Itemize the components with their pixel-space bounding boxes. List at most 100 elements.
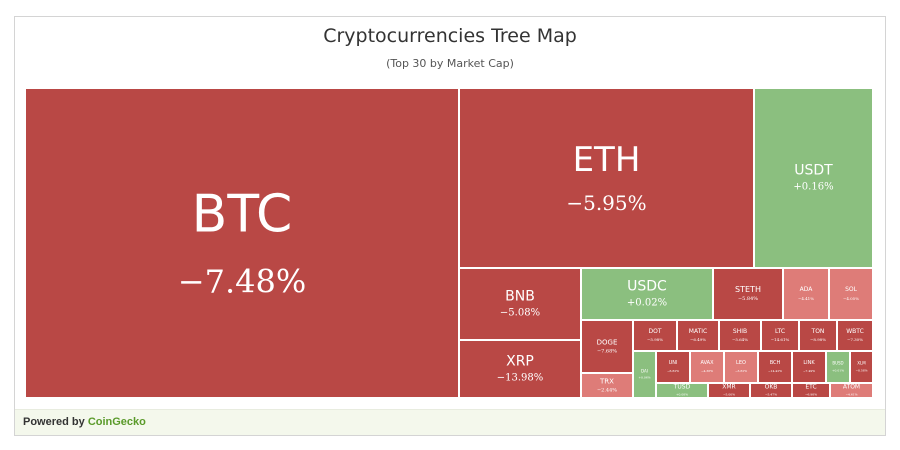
footer: Powered by CoinGecko: [15, 409, 885, 435]
tile-label: BUSD +0.01%: [827, 361, 849, 372]
tile-label: LTC −14.61%: [762, 327, 798, 343]
tile-etc[interactable]: ETC −6.98%: [792, 383, 830, 398]
tile-symbol: BNB: [505, 288, 535, 305]
tile-ton[interactable]: TON −8.98%: [799, 320, 837, 351]
tile-ltc[interactable]: LTC −14.61%: [761, 320, 799, 351]
tile-label: TON −8.98%: [800, 327, 836, 343]
tile-symbol: USDT: [794, 162, 833, 179]
tile-change: −4.36%: [700, 368, 714, 373]
tile-label: XMR −5.00%: [709, 384, 749, 397]
tile-change: −4.61%: [845, 392, 858, 397]
tile-symbol: LINK: [803, 359, 815, 366]
tile-steth[interactable]: STETH −5.84%: [713, 268, 783, 320]
tile-change: −4.41%: [797, 295, 815, 301]
tile-symbol: BTC: [191, 184, 293, 245]
tile-change: +0.08%: [675, 392, 689, 397]
tile-trx[interactable]: TRX −2.44%: [581, 373, 633, 398]
tile-dot[interactable]: DOT −5.98%: [633, 320, 677, 351]
tile-label: BCH −14.42%: [759, 359, 791, 373]
tile-label: ETH −5.95%: [460, 140, 753, 216]
powered-by-label: Powered by: [23, 416, 85, 428]
tile-matic[interactable]: MATIC −6.49%: [677, 320, 719, 351]
tile-xmr[interactable]: XMR −5.00%: [708, 383, 750, 398]
tile-symbol: MATIC: [688, 327, 708, 335]
tile-change: −6.49%: [689, 337, 707, 343]
tile-symbol: STETH: [735, 285, 761, 295]
tile-label: SHIB −5.64%: [720, 327, 760, 343]
tile-change: −6.98%: [804, 392, 818, 397]
tile-label: UNI −6.82%: [657, 359, 689, 373]
tile-label: MATIC −6.49%: [678, 327, 718, 343]
tile-change: −8.58%: [855, 368, 868, 373]
tile-tusd[interactable]: TUSD +0.08%: [656, 383, 708, 398]
tile-sol[interactable]: SOL −4.05%: [829, 268, 873, 320]
tile-symbol: TUSD: [673, 383, 691, 390]
tile-change: −2.44%: [596, 387, 618, 394]
tile-symbol: XRP: [506, 353, 534, 370]
tile-change: +0.02%: [626, 297, 668, 309]
tile-link[interactable]: LINK −7.49%: [792, 351, 826, 383]
tile-change: −5.95%: [566, 191, 647, 216]
tile-symbol: AVAX: [700, 359, 714, 366]
tile-atom[interactable]: ATOM −4.61%: [830, 383, 873, 398]
tile-label: ATOM −4.61%: [831, 384, 872, 397]
tile-symbol: DOGE: [596, 338, 618, 347]
tile-change: −7.68%: [596, 348, 618, 355]
tile-symbol: XLM: [857, 360, 866, 366]
tile-symbol: USDC: [627, 278, 667, 295]
tile-symbol: BUSD: [832, 360, 844, 366]
tile-label: BTC −7.48%: [26, 184, 458, 301]
tile-change: −5.84%: [737, 296, 759, 303]
tile-shib[interactable]: SHIB −5.64%: [719, 320, 761, 351]
tile-label: LINK −7.49%: [793, 359, 825, 373]
tile-label: SOL −4.05%: [830, 285, 872, 301]
tile-symbol: SHIB: [732, 327, 748, 335]
tile-label: LEO −3.82%: [725, 360, 757, 373]
tile-avax[interactable]: AVAX −4.36%: [690, 351, 724, 383]
tile-btc[interactable]: BTC −7.48%: [25, 88, 459, 398]
tile-bch[interactable]: BCH −14.42%: [758, 351, 792, 383]
tile-eth[interactable]: ETH −5.95%: [459, 88, 754, 268]
tile-change: −5.64%: [731, 337, 749, 343]
tile-change: −14.61%: [770, 337, 790, 343]
tile-xrp[interactable]: XRP −13.98%: [459, 340, 581, 398]
chart-subtitle: (Top 30 by Market Cap): [386, 57, 514, 70]
tile-change: +0.06%: [638, 375, 651, 380]
tile-dai[interactable]: DAI +0.06%: [633, 351, 656, 398]
tile-leo[interactable]: LEO −3.82%: [724, 351, 758, 383]
tile-label: TUSD +0.08%: [657, 384, 707, 397]
tile-symbol: ETC: [805, 383, 817, 390]
tile-symbol: DOT: [648, 327, 662, 335]
tile-symbol: LTC: [774, 327, 786, 335]
tile-symbol: UNI: [668, 359, 678, 366]
tile-label: WBTC −7.30%: [838, 327, 872, 342]
tile-change: −5.00%: [722, 392, 736, 397]
tile-label: BNB −5.08%: [460, 289, 580, 320]
tile-change: −6.82%: [666, 368, 680, 373]
tile-usdc[interactable]: USDC +0.02%: [581, 268, 713, 320]
tile-change: −7.48%: [177, 262, 307, 301]
tile-change: −4.05%: [842, 295, 860, 301]
tile-okb[interactable]: OKB −5.47%: [750, 383, 792, 398]
coingecko-link[interactable]: CoinGecko: [87, 416, 146, 428]
tile-label: DOGE −7.68%: [582, 338, 632, 355]
treemap: BTC −7.48% ETH −5.95% USDT +0.16% BNB −5.08% XRP…: [25, 88, 873, 398]
tile-change: −8.98%: [809, 337, 827, 343]
tile-uni[interactable]: UNI −6.82%: [656, 351, 690, 383]
tile-usdt[interactable]: USDT +0.16%: [754, 88, 873, 268]
tile-change: −5.47%: [764, 392, 778, 397]
tile-change: −3.82%: [734, 368, 748, 373]
tile-label: XRP −13.98%: [460, 354, 580, 385]
tile-label: DOT −5.98%: [634, 327, 676, 342]
tile-change: −7.49%: [802, 368, 816, 373]
tile-label: XLM −8.58%: [851, 361, 872, 372]
tile-wbtc[interactable]: WBTC −7.30%: [837, 320, 873, 351]
tile-doge[interactable]: DOGE −7.68%: [581, 320, 633, 373]
tile-change: +0.01%: [831, 368, 845, 373]
tile-xlm[interactable]: XLM −8.58%: [850, 351, 873, 383]
tile-symbol: BCH: [769, 359, 781, 366]
tile-ada[interactable]: ADA −4.41%: [783, 268, 829, 320]
tile-busd[interactable]: BUSD +0.01%: [826, 351, 850, 383]
tile-bnb[interactable]: BNB −5.08%: [459, 268, 581, 340]
tile-symbol: SOL: [845, 285, 857, 293]
